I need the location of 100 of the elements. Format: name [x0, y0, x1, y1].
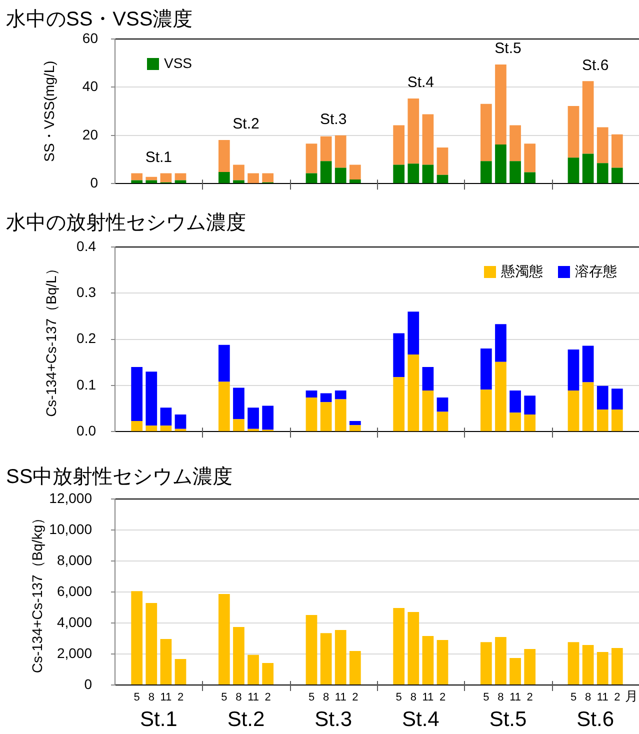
bar	[174, 180, 186, 184]
x-tick-label: 5	[134, 692, 140, 704]
bar	[436, 174, 448, 184]
y-axis-title: Cs-134+Cs-137（Bq/kg）	[28, 510, 45, 674]
x-tick-label: 8	[410, 692, 416, 704]
bar	[218, 172, 230, 184]
bar	[510, 412, 521, 432]
bar	[320, 633, 332, 684]
bar	[596, 163, 608, 184]
bar	[334, 399, 346, 432]
bar	[510, 658, 521, 684]
bar	[568, 390, 580, 432]
bar	[233, 180, 244, 184]
bar	[480, 348, 492, 390]
bar	[233, 388, 244, 420]
bar	[422, 114, 434, 165]
bar	[349, 420, 361, 426]
x-tick-label: 11	[510, 692, 521, 704]
bar	[611, 134, 623, 168]
bar	[160, 173, 172, 182]
bar	[146, 372, 158, 426]
y-axis-title: SS・VSS(mg/L)	[40, 60, 57, 162]
bar	[320, 161, 332, 184]
bar	[480, 642, 492, 684]
bar	[436, 397, 448, 412]
bar	[611, 388, 623, 410]
bar	[568, 106, 580, 158]
bar	[611, 648, 623, 684]
bar	[582, 346, 594, 382]
legend-label: 溶存態	[575, 262, 617, 279]
bar	[334, 168, 346, 184]
bar	[495, 324, 506, 362]
bar	[233, 164, 244, 180]
bar	[306, 614, 318, 684]
bar	[349, 164, 361, 180]
x-tick-label: 2	[614, 692, 620, 704]
text: St.3	[314, 708, 352, 731]
bar	[480, 161, 492, 184]
bar	[510, 125, 521, 162]
text: St.6	[576, 708, 614, 731]
x-tick-label: 5	[570, 692, 577, 704]
bar	[480, 104, 492, 162]
bar	[524, 649, 536, 684]
bar	[306, 397, 318, 432]
bar	[218, 344, 230, 382]
x-tick-label: 8	[148, 692, 154, 704]
bar	[306, 144, 318, 174]
chart-title: 水中の放射性セシウム濃度	[6, 212, 246, 234]
bar	[146, 176, 158, 180]
bar	[248, 654, 259, 684]
y-tick-label: 0.1	[76, 376, 96, 392]
bar	[393, 164, 405, 184]
y-tick-label: 0.4	[76, 238, 96, 254]
bar	[436, 412, 448, 432]
y-tick-label: 2,000	[56, 644, 92, 661]
y-tick-label: 0.0	[76, 422, 96, 438]
bar	[262, 406, 274, 430]
x-tick-label: 8	[584, 692, 592, 704]
y-tick-label: 10,000	[49, 520, 92, 537]
y-axis-title: Cs-134+Cs-137（Bq/L）	[42, 262, 59, 417]
x-tick-label: 8	[498, 692, 504, 704]
bar	[524, 144, 536, 172]
bar	[582, 382, 594, 432]
chart-title: 水中のSS・VSS濃度	[6, 8, 193, 31]
text: St.5	[489, 708, 527, 731]
bar	[422, 366, 434, 391]
legend-label: 懸濁態	[500, 262, 543, 279]
annotation: St.1	[145, 148, 172, 166]
bar	[146, 180, 158, 184]
y-tick-label: 12,000	[49, 490, 92, 506]
bar	[334, 135, 346, 168]
bar	[436, 640, 448, 684]
bar	[596, 386, 608, 410]
bar	[408, 164, 420, 184]
bar	[393, 608, 405, 684]
x-tick-label: 11	[334, 692, 346, 704]
bar	[524, 172, 536, 184]
bar	[320, 402, 332, 432]
bar	[582, 645, 594, 684]
text: St.4	[402, 708, 440, 731]
bar	[408, 98, 420, 164]
bar	[568, 158, 580, 184]
bar	[233, 627, 244, 684]
bar	[582, 154, 594, 184]
x-tick-label: 8	[322, 692, 330, 704]
bar	[510, 161, 521, 184]
bar	[131, 366, 143, 421]
y-tick-label: 8,000	[56, 552, 92, 568]
bar	[611, 168, 623, 184]
bar	[262, 173, 274, 182]
x-tick-label: 5	[221, 692, 228, 704]
bar	[393, 377, 405, 432]
annotation: St.3	[320, 111, 347, 128]
bar	[422, 390, 434, 432]
x-tick-label: 2	[352, 692, 358, 704]
y-tick-label: 0.3	[76, 284, 96, 300]
y-tick-label: 0	[84, 676, 92, 692]
legend-label: VSS	[164, 54, 192, 71]
annotation: St.5	[494, 40, 522, 58]
y-tick-label: 0	[90, 174, 98, 190]
